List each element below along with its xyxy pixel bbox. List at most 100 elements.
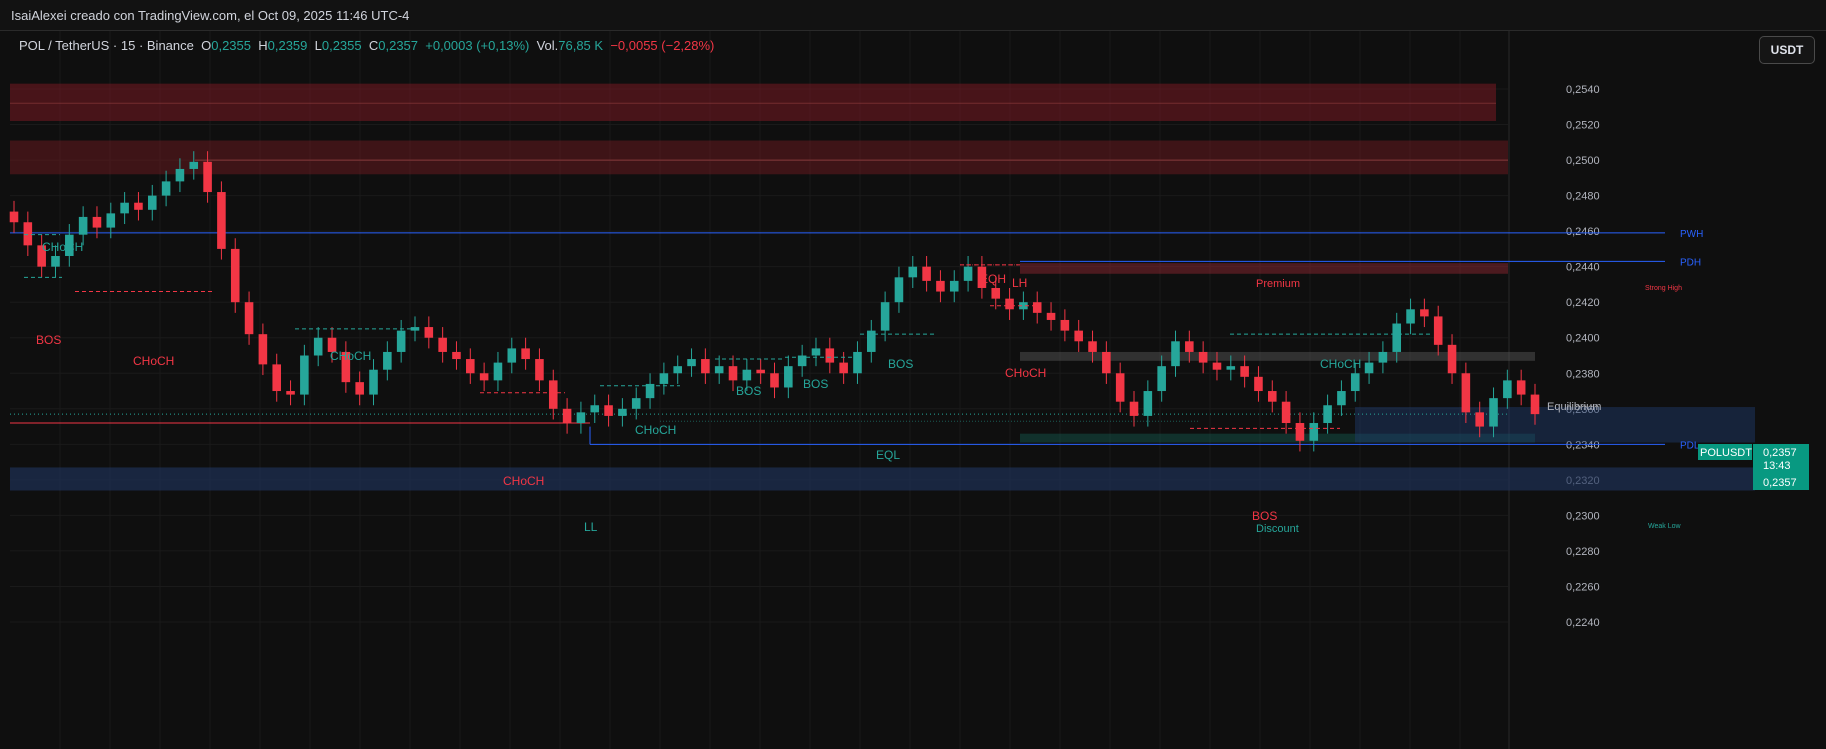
candle-body (576, 412, 586, 424)
y-tick-label: 0,2380 (1566, 368, 1600, 380)
y-tick-label: 0,2540 (1566, 84, 1600, 96)
y-tick-label: 0,2260 (1566, 581, 1600, 593)
candle-body (203, 161, 212, 193)
open-value: 0,2355 (211, 38, 251, 53)
high-label: H (258, 38, 268, 53)
candle-body (65, 234, 74, 257)
structure-label-choch: CHoCH (503, 474, 544, 488)
current-price-label: 0,2357 (1763, 477, 1797, 489)
premium-zone (1020, 263, 1508, 274)
attribution-text: IsaiAlexei creado con TradingView.com, e… (11, 8, 410, 23)
y-tick-label: 0,2300 (1566, 510, 1600, 522)
currency-button[interactable]: USDT (1759, 36, 1815, 64)
candle-body (452, 351, 461, 360)
candle-body (1267, 391, 1277, 402)
current-price-tag-bg (1753, 473, 1809, 489)
volume-value: 76,85 K (558, 38, 604, 53)
candle-body (92, 216, 102, 228)
candle-body (548, 380, 558, 409)
ohlc-legend: POL / TetherUS · 15 · Binance O0,2355 H0… (19, 38, 714, 53)
structure-label-bos: BOS (803, 377, 828, 391)
structure-label-ll: LL (584, 520, 598, 534)
candle-body (590, 405, 600, 413)
candle-body (1350, 373, 1360, 392)
y-tick-label: 0,2460 (1566, 226, 1600, 238)
candle-body (1433, 316, 1443, 345)
candle-body (1309, 423, 1319, 441)
candle-body (1420, 309, 1429, 317)
candle-body (1475, 412, 1484, 427)
candle-body (369, 369, 378, 395)
candle-body (1115, 373, 1125, 402)
structure-label-lh: LH (1012, 276, 1027, 290)
candle-body (244, 302, 254, 335)
volume-change-value: −0,0055 (−2,28%) (610, 38, 715, 53)
candle-body (300, 355, 309, 395)
candle-body (797, 355, 807, 367)
equilibrium-label: Equilibrium (1547, 401, 1601, 413)
candle-body (355, 382, 364, 395)
candle-body (51, 256, 60, 267)
discount-range (1355, 407, 1755, 443)
candle-body (1226, 366, 1236, 370)
candle-body (949, 280, 959, 292)
candle-body (687, 359, 696, 367)
symbol-label[interactable]: POL / TetherUS · 15 · Binance (19, 38, 194, 53)
candle-body (631, 398, 641, 409)
candle-body (535, 359, 544, 381)
structure-label-eql: EQL (876, 448, 900, 462)
candle-body (936, 280, 945, 292)
candle-body (604, 405, 613, 416)
y-tick-label: 0,2360 (1566, 404, 1600, 416)
candle-body (1088, 341, 1097, 352)
y-tick-label: 0,2240 (1566, 617, 1600, 629)
supply-zone-upper (10, 83, 1496, 121)
attribution-bar: IsaiAlexei creado con TradingView.com, e… (0, 0, 1826, 30)
low-value: 0,2355 (321, 38, 362, 53)
candle-body (1157, 366, 1166, 392)
candle-body (1364, 362, 1374, 374)
candle-body (880, 302, 890, 331)
structure-label-bos: BOS (888, 357, 913, 371)
structure-label-bos: BOS (1252, 509, 1277, 523)
volume-label: Vol. (536, 38, 559, 53)
y-tick-label: 0,2440 (1566, 262, 1600, 274)
candle-body (286, 391, 295, 395)
close-label: C (368, 38, 379, 53)
candle-body (1005, 298, 1014, 310)
candle-body (618, 408, 627, 416)
candle-body (1212, 362, 1222, 370)
candle-body (825, 348, 835, 363)
candle-body (189, 161, 199, 169)
candle-body (258, 334, 268, 365)
supply-zone-mid (10, 140, 1508, 175)
y-tick-label: 0,2480 (1566, 191, 1600, 203)
candle-body (272, 364, 282, 392)
candle-body (1102, 351, 1111, 374)
candle-body (1337, 391, 1346, 406)
candle-body (659, 373, 669, 384)
candle-body (645, 383, 655, 399)
demand-zone (10, 467, 1755, 491)
candle-body (230, 248, 240, 303)
candle-body (867, 330, 876, 352)
candle-body (217, 192, 226, 249)
candle-body (424, 327, 434, 338)
candle-body (1143, 391, 1153, 416)
candle-body (1281, 401, 1291, 424)
price-chart[interactable]: 0,2540 0,2520 0,2500 0,2480 0,2460 0,2440 0,24… (0, 31, 1826, 749)
candle-body (479, 373, 489, 381)
chart-area[interactable]: 0,2540 0,2520 0,2500 0,2480 0,2460 0,2440 0,24… (0, 30, 1826, 749)
candle-body (396, 330, 406, 352)
candle-body (1019, 302, 1028, 310)
change-value: +0,0003 (+0,13%) (425, 38, 530, 53)
y-tick-label: 0,2340 (1566, 439, 1600, 451)
candle-body (728, 366, 738, 381)
candle-body (1503, 380, 1512, 399)
candle-body (23, 222, 33, 246)
candle-body (1129, 401, 1139, 416)
structure-label-bos: BOS (736, 384, 761, 398)
structure-label-eqh: EQH (980, 272, 1006, 286)
structure-label-bos: BOS (36, 333, 61, 347)
candle-body (106, 213, 116, 228)
